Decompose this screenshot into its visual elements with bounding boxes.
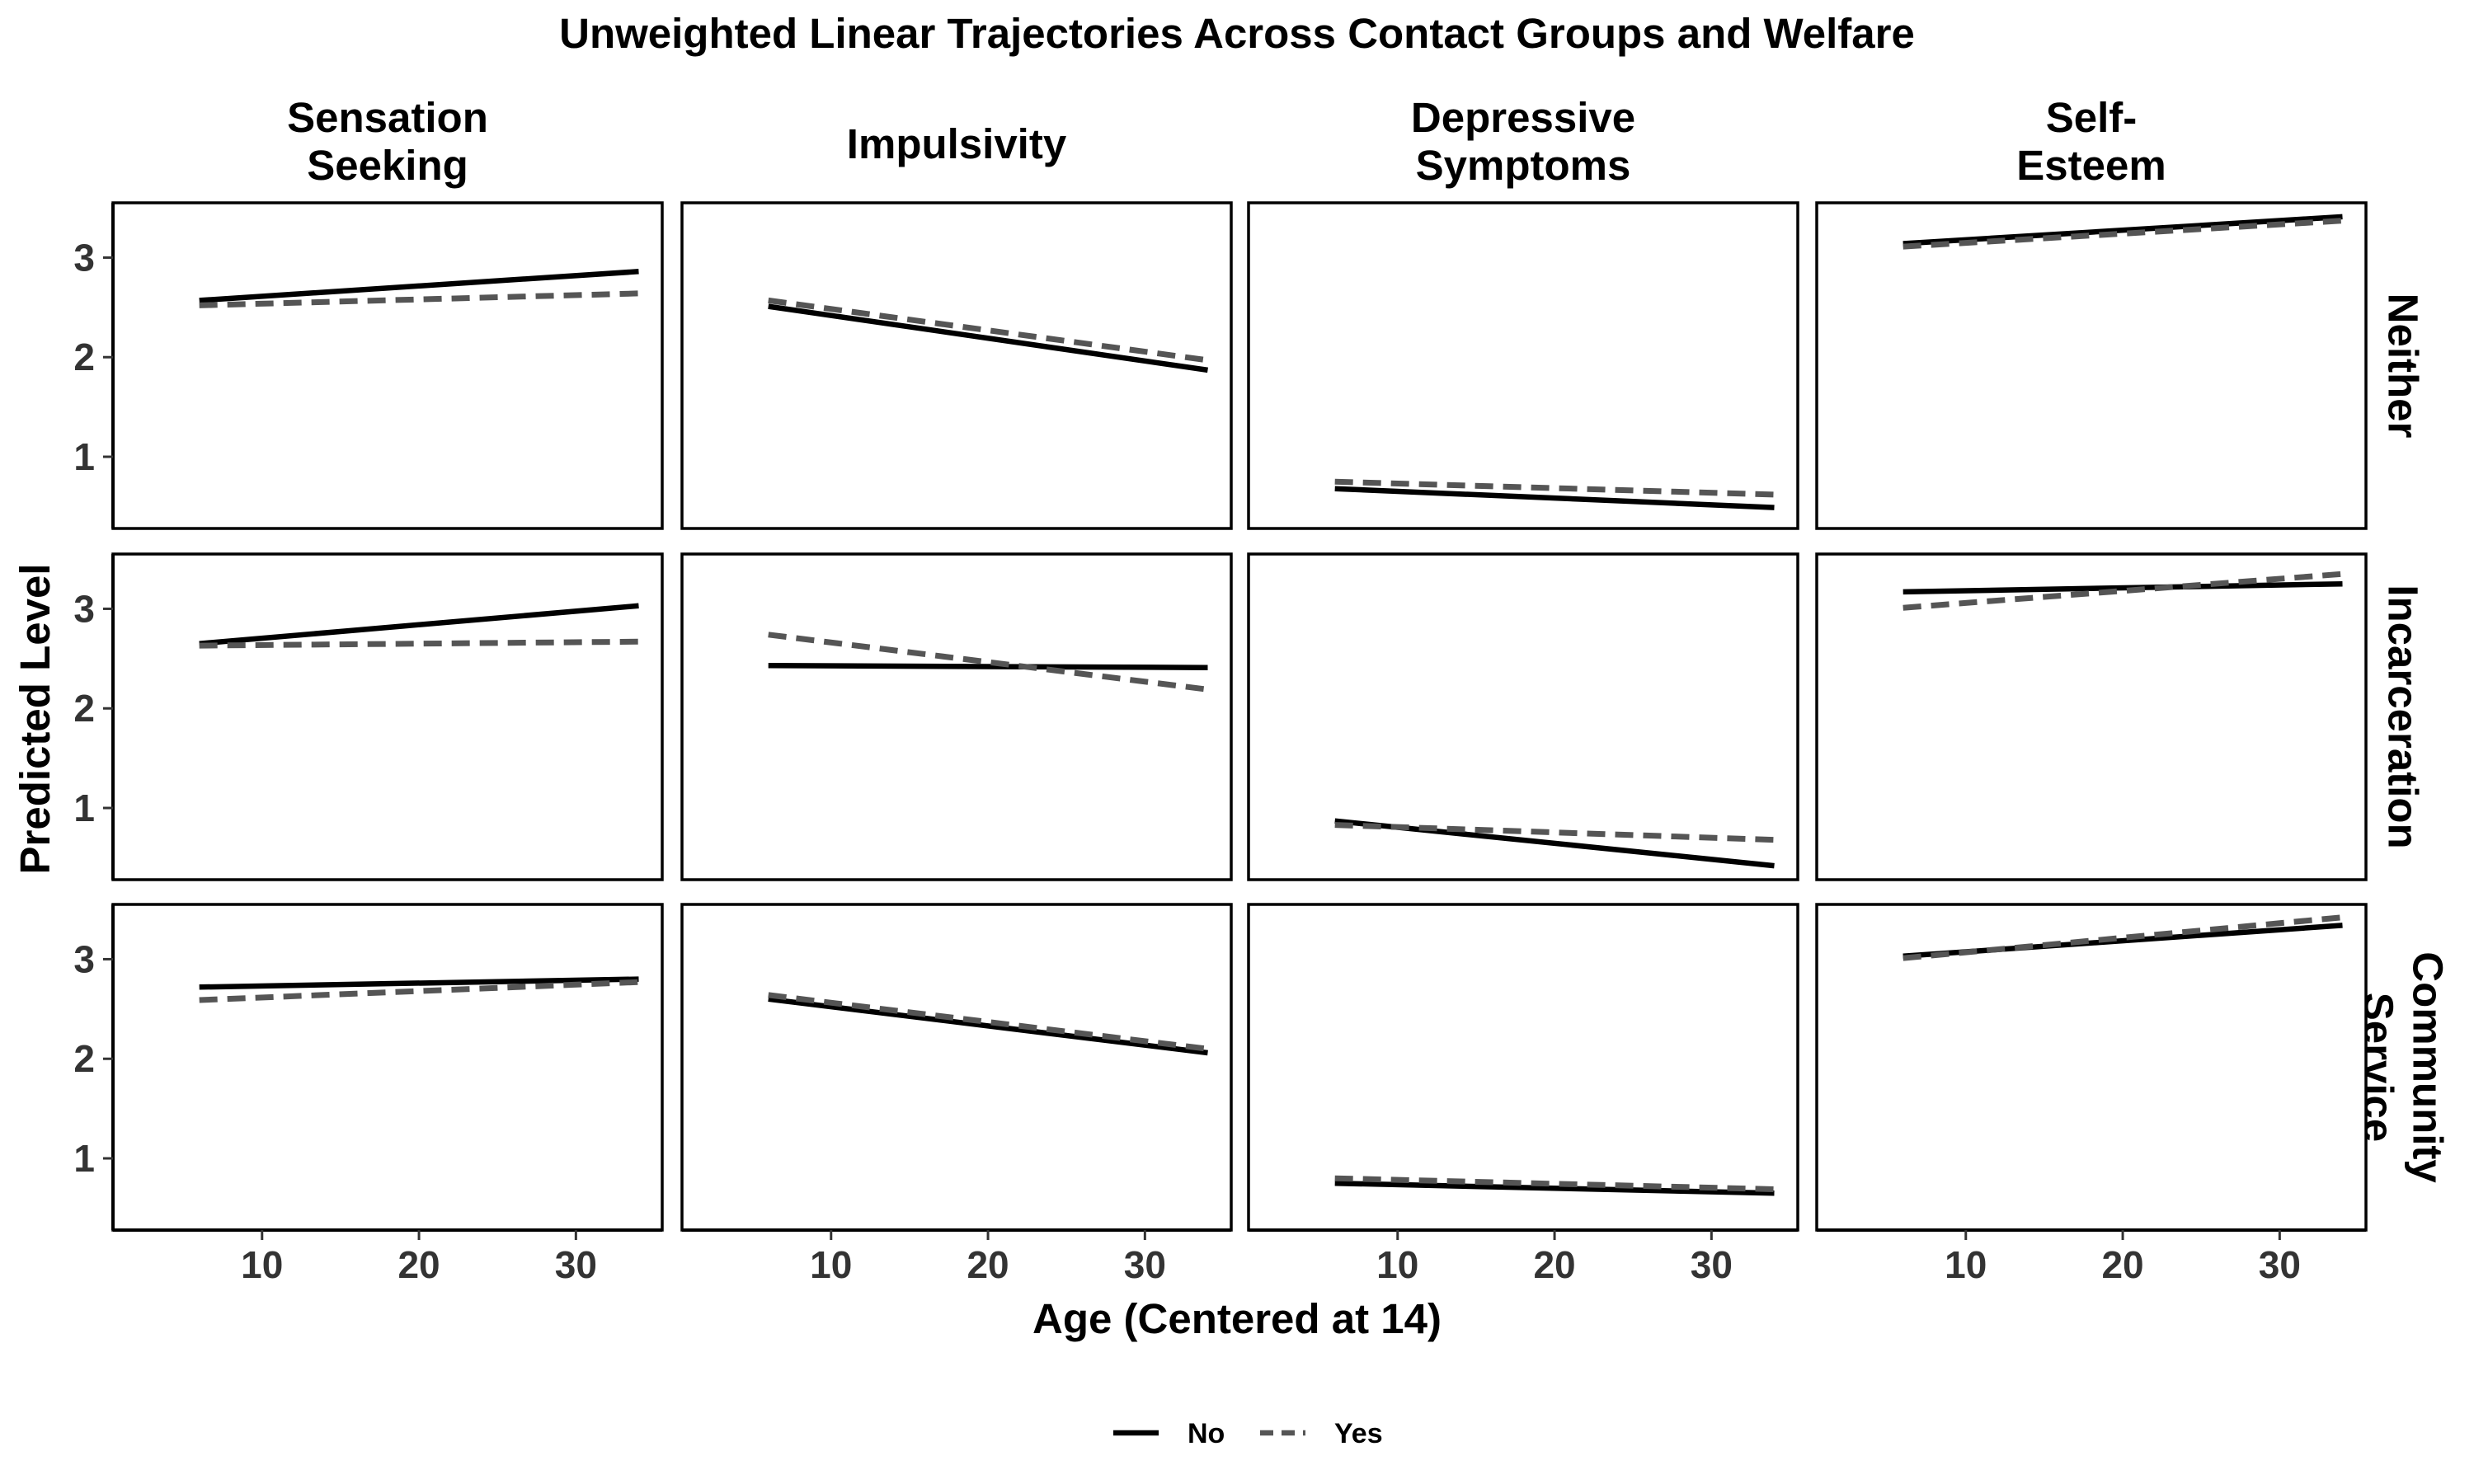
series-line-yes bbox=[1903, 571, 2343, 611]
panel-community_service-ss bbox=[111, 903, 664, 1232]
series-line-no bbox=[1334, 1180, 1775, 1196]
series-line-no bbox=[1903, 580, 2343, 595]
panel-neither-se bbox=[1815, 201, 2368, 530]
series-line-yes bbox=[768, 632, 1208, 693]
x-axis: 10 20 30 bbox=[1249, 1228, 1798, 1286]
panel-border bbox=[680, 552, 1233, 881]
panel-border bbox=[1815, 552, 2368, 881]
x-tick-label: 10 bbox=[1945, 1243, 1987, 1286]
y-tick-label: 1 bbox=[73, 1137, 95, 1180]
series-line-no bbox=[1903, 214, 2343, 247]
y-axis: 1 2 3 bbox=[73, 203, 115, 528]
panel-incarceration-se bbox=[1815, 552, 2368, 881]
series-line-yes bbox=[1334, 478, 1775, 498]
y-tick-label: 3 bbox=[73, 236, 95, 279]
panel-border bbox=[680, 903, 1233, 1232]
y-tick-label: 2 bbox=[73, 336, 95, 378]
y-tick-label: 1 bbox=[73, 787, 95, 829]
legend-label: No bbox=[1188, 1418, 1225, 1449]
row-strip-label: Community bbox=[2405, 951, 2452, 1183]
series-line-no bbox=[199, 976, 639, 990]
panel-incarceration-imp bbox=[680, 552, 1233, 881]
panel-border bbox=[1247, 201, 1799, 530]
y-tick-label: 2 bbox=[73, 687, 95, 730]
series-line-yes bbox=[1334, 1175, 1775, 1192]
x-tick-label: 20 bbox=[967, 1243, 1009, 1286]
panel-community_service-dep bbox=[1247, 903, 1799, 1232]
panel-border bbox=[111, 201, 664, 530]
x-tick-label: 20 bbox=[1533, 1243, 1575, 1286]
x-axis: 10 20 30 bbox=[113, 1228, 662, 1286]
x-tick-label: 30 bbox=[2259, 1243, 2301, 1286]
column-strip-label: Self- bbox=[2046, 94, 2138, 141]
series-line-no bbox=[768, 303, 1208, 373]
y-tick-label: 3 bbox=[73, 937, 95, 980]
y-tick-label: 2 bbox=[73, 1037, 95, 1080]
series-line-yes bbox=[199, 979, 639, 1003]
legend-label: Yes bbox=[1334, 1418, 1383, 1449]
series-line-no bbox=[768, 663, 1208, 670]
panel-neither-imp bbox=[680, 201, 1233, 530]
legend: No Yes bbox=[1113, 1418, 1383, 1449]
x-axis: 10 20 30 bbox=[1817, 1228, 2366, 1286]
y-axis: 1 2 3 bbox=[73, 904, 115, 1230]
series-line-yes bbox=[1903, 218, 2343, 250]
column-strip-label: Seeking bbox=[307, 142, 468, 189]
series-line-yes bbox=[1334, 822, 1775, 843]
panel-border bbox=[1247, 552, 1799, 881]
series-line-no bbox=[1334, 486, 1775, 510]
x-tick-label: 10 bbox=[241, 1243, 283, 1286]
panel-incarceration-dep bbox=[1247, 552, 1799, 881]
panel-neither-ss bbox=[111, 201, 664, 530]
series-line-yes bbox=[768, 297, 1208, 364]
panel-border bbox=[1815, 903, 2368, 1232]
row-strip-label: Neither bbox=[2380, 294, 2427, 439]
panel-border bbox=[680, 201, 1233, 530]
panel-neither-dep bbox=[1247, 201, 1799, 530]
x-axis: 10 20 30 bbox=[682, 1228, 1231, 1286]
column-strip-label: Esteem bbox=[2016, 142, 2166, 189]
row-strip-label: Incarceration bbox=[2380, 585, 2427, 848]
x-tick-label: 10 bbox=[810, 1243, 852, 1286]
column-strip-label: Symptoms bbox=[1416, 142, 1631, 189]
x-tick-label: 30 bbox=[1691, 1243, 1733, 1286]
panel-border bbox=[111, 903, 664, 1232]
panel-border bbox=[1815, 201, 2368, 530]
column-strip-label: Impulsivity bbox=[847, 120, 1067, 167]
x-tick-label: 20 bbox=[2101, 1243, 2143, 1286]
panel-border bbox=[1247, 903, 1799, 1232]
panel-community_service-imp bbox=[680, 903, 1233, 1232]
series-line-no bbox=[768, 996, 1208, 1056]
x-axis-label: Age (Centered at 14) bbox=[1032, 1295, 1442, 1342]
column-strip-label: Depressive bbox=[1411, 94, 1635, 141]
series-line-no bbox=[199, 603, 639, 646]
panel-community_service-se bbox=[1815, 903, 2368, 1232]
series-line-yes bbox=[199, 638, 639, 649]
x-tick-label: 10 bbox=[1376, 1243, 1418, 1286]
series-line-no bbox=[199, 269, 639, 303]
y-axis: 1 2 3 bbox=[73, 554, 115, 880]
x-tick-label: 30 bbox=[1124, 1243, 1166, 1286]
y-tick-label: 1 bbox=[73, 435, 95, 478]
series-line-yes bbox=[199, 290, 639, 308]
series-line-yes bbox=[1903, 914, 2343, 961]
series-line-yes bbox=[768, 992, 1208, 1052]
column-strip-label: Sensation bbox=[287, 94, 488, 141]
x-tick-label: 30 bbox=[555, 1243, 597, 1286]
x-tick-label: 20 bbox=[397, 1243, 440, 1286]
y-axis-label: Predicted Level bbox=[12, 564, 59, 875]
panel-border bbox=[111, 552, 664, 881]
panel-incarceration-ss bbox=[111, 552, 664, 881]
chart-title: Unweighted Linear Trajectories Across Co… bbox=[559, 10, 1915, 57]
y-tick-label: 3 bbox=[73, 587, 95, 630]
